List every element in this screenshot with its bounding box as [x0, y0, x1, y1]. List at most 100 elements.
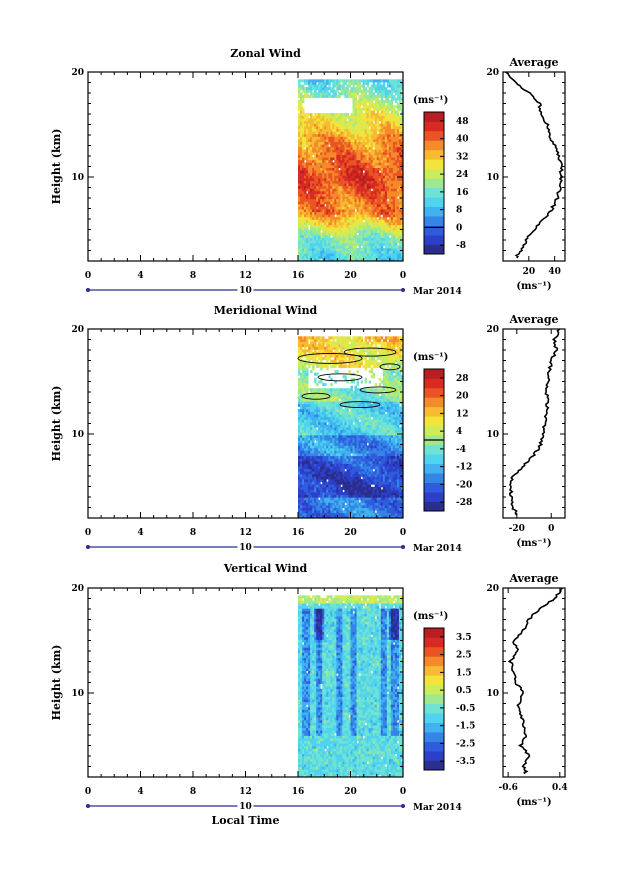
heatmap-cell — [360, 92, 364, 96]
heatmap-cell — [348, 84, 351, 88]
heatmap-cell — [350, 180, 353, 184]
heatmap-cell — [342, 115, 345, 119]
heatmap-cell — [348, 162, 351, 166]
heatmap-cell — [398, 107, 402, 111]
heatmap-cell — [360, 94, 364, 98]
heatmap-cell — [298, 460, 301, 464]
heatmap-cell — [298, 198, 301, 202]
heatmap-cell — [364, 203, 368, 207]
heatmap-cell — [318, 201, 321, 205]
heatmap-cell — [368, 113, 372, 117]
heatmap-cell — [310, 118, 313, 122]
heatmap-cell — [306, 341, 309, 345]
heatmap-cell — [316, 468, 319, 472]
heatmap-cell — [356, 92, 359, 96]
heatmap-cell — [308, 84, 311, 88]
heatmap-cell — [350, 133, 353, 137]
heatmap-cell — [310, 214, 313, 218]
heatmap-cell — [318, 188, 321, 192]
heatmap-cell — [322, 154, 325, 158]
heatmap-cell — [358, 110, 361, 114]
heatmap-cell — [330, 214, 333, 218]
heatmap-cell — [330, 240, 333, 244]
heatmap-cell — [324, 185, 327, 189]
heatmap-cell — [310, 437, 313, 441]
heatmap-cell — [336, 131, 339, 135]
heatmap-cell — [352, 123, 355, 127]
heatmap-cell — [388, 196, 392, 200]
heatmap-cell — [342, 250, 345, 254]
heatmap-cell — [304, 235, 307, 239]
heatmap-cell — [398, 120, 402, 124]
heatmap-cell — [332, 162, 335, 166]
heatmap-cell — [346, 172, 349, 176]
heatmap-cell — [384, 133, 388, 137]
heatmap-cell — [334, 253, 337, 257]
heatmap-cell — [380, 113, 384, 117]
heatmap-cell — [330, 154, 333, 158]
heatmap-cell — [336, 144, 339, 148]
heatmap-cell — [330, 232, 333, 236]
heatmap-cell — [372, 131, 376, 135]
heatmap-cell — [298, 139, 301, 143]
heatmap-cell — [356, 235, 359, 239]
heatmap-cell — [390, 255, 394, 259]
heatmap-cell — [326, 201, 329, 205]
heatmap-cell — [316, 460, 319, 464]
heatmap-cell — [332, 175, 335, 179]
heatmap-cell — [310, 162, 313, 166]
heatmap-cell — [312, 453, 315, 457]
heatmap-cell — [390, 141, 394, 145]
heatmap-cell — [318, 357, 321, 361]
heatmap-cell — [326, 152, 329, 156]
heatmap-cell — [372, 84, 376, 88]
heatmap-cell — [312, 198, 315, 202]
heatmap-cell — [322, 92, 325, 96]
heatmap-cell — [400, 201, 404, 205]
heatmap-cell — [316, 445, 319, 449]
heatmap-cell — [336, 89, 339, 93]
heatmap-cell — [392, 87, 396, 91]
heatmap-cell — [300, 115, 303, 119]
heatmap-cell — [356, 209, 359, 213]
heatmap-cell — [370, 253, 374, 257]
heatmap-cell — [398, 167, 402, 171]
heatmap-cell — [310, 473, 313, 477]
heatmap-cell — [364, 139, 368, 143]
heatmap-cell — [330, 201, 333, 205]
heatmap-cell — [386, 235, 390, 239]
heatmap-cell — [320, 479, 323, 483]
heatmap-cell — [352, 136, 355, 140]
heatmap-cell — [372, 154, 376, 158]
heatmap-cell — [328, 258, 331, 262]
heatmap-cell — [374, 183, 378, 187]
heatmap-cell — [340, 79, 343, 83]
heatmap-cell — [324, 253, 327, 257]
heatmap-cell — [338, 188, 341, 192]
heatmap-cell — [310, 370, 313, 374]
heatmap-cell — [378, 133, 382, 137]
heatmap-cell — [396, 126, 400, 130]
heatmap-cell — [310, 507, 313, 511]
heatmap-cell — [368, 139, 372, 143]
heatmap-cell — [380, 206, 384, 210]
heatmap-cell — [338, 84, 341, 88]
heatmap-cell — [320, 248, 323, 252]
heatmap-cell — [298, 455, 301, 459]
heatmap-cell — [300, 87, 303, 91]
heatmap-cell — [310, 87, 313, 91]
heatmap-cell — [394, 240, 398, 244]
heatmap-cell — [350, 232, 353, 236]
heatmap-cell — [326, 242, 329, 246]
heatmap-cell — [306, 89, 309, 93]
heatmap-cell — [366, 196, 370, 200]
heatmap-cell — [332, 133, 335, 137]
heatmap-cell — [314, 211, 317, 215]
heatmap-cell — [304, 219, 307, 223]
heatmap-cell — [400, 118, 404, 122]
heatmap-cell — [318, 427, 321, 431]
heatmap-cell — [320, 126, 323, 130]
heatmap-cell — [380, 164, 384, 168]
heatmap-cell — [298, 489, 301, 493]
